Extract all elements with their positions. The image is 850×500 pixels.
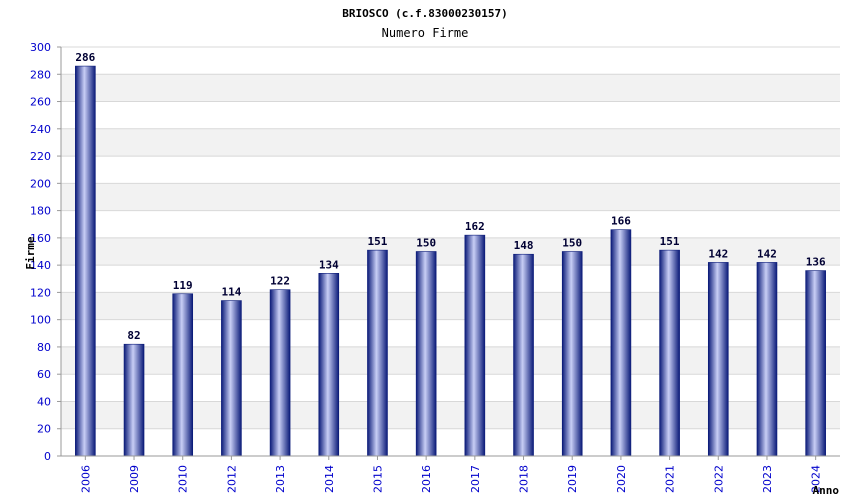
y-tick-label: 200	[30, 177, 51, 190]
grid-band	[61, 237, 840, 266]
bar	[756, 262, 778, 457]
data-label: 136	[806, 256, 826, 269]
x-tick-label: 2017	[469, 465, 482, 493]
data-label: 151	[660, 235, 680, 248]
bar	[367, 249, 388, 457]
grid-band	[61, 128, 840, 157]
y-tick-label: 120	[30, 286, 51, 299]
x-tick-label: 2024	[810, 465, 823, 493]
bar	[75, 65, 96, 457]
data-label: 122	[270, 275, 290, 288]
x-tick-label: 2015	[371, 465, 384, 493]
data-label: 82	[127, 329, 140, 342]
data-label: 286	[75, 51, 95, 64]
y-tick-label: 300	[30, 41, 51, 54]
x-tick-label: 2014	[323, 465, 336, 493]
x-axis-label: Anno	[813, 484, 840, 497]
bar	[221, 300, 242, 457]
x-tick-label: 2021	[664, 465, 677, 493]
x-tick-label: 2019	[566, 465, 579, 493]
chart-subtitle: Numero Firme	[382, 26, 469, 40]
bar	[610, 229, 632, 457]
data-label: 166	[611, 215, 631, 228]
y-tick-label: 160	[30, 232, 51, 245]
bar	[415, 251, 437, 457]
y-tick-label: 80	[37, 341, 51, 354]
x-tick-label: 2018	[518, 465, 531, 493]
y-tick-label: 40	[37, 395, 51, 408]
y-tick-label: 260	[30, 96, 51, 109]
x-tick-label: 2020	[615, 465, 628, 493]
data-label: 148	[514, 239, 534, 252]
x-tick-label: 2022	[712, 465, 725, 493]
data-label: 162	[465, 220, 485, 233]
data-label: 150	[562, 237, 582, 250]
data-labels: 286 82 119 114 122 134 151 150 162 148 150 166 151 14…	[75, 51, 826, 342]
y-tick-label: 140	[30, 259, 51, 272]
y-tick-label: 0	[44, 450, 51, 463]
bar	[805, 270, 826, 457]
data-label: 150	[416, 237, 436, 250]
x-tick-label: 2016	[420, 465, 433, 493]
data-label: 142	[757, 247, 777, 260]
data-label: 119	[173, 279, 193, 292]
bar	[172, 293, 194, 457]
x-tick-label: 2013	[274, 465, 287, 493]
x-tick-label: 2009	[128, 465, 141, 493]
y-tick-label: 20	[37, 423, 51, 436]
x-tick-label: 2012	[225, 465, 238, 493]
y-tick-label: 60	[37, 368, 51, 381]
grid-band	[61, 74, 840, 102]
x-tick-label: 2023	[761, 465, 774, 493]
y-tick-label: 280	[30, 68, 51, 81]
bar	[123, 343, 145, 457]
y-tick-label: 220	[30, 150, 51, 163]
bar	[464, 234, 486, 457]
y-tick-label: 100	[30, 314, 51, 327]
data-label: 151	[368, 235, 388, 248]
bar	[659, 249, 680, 457]
chart-title: BRIOSCO (c.f.83000230157)	[342, 7, 508, 20]
data-label: 114	[221, 286, 241, 299]
x-axis-ticks: 2006 2009 2010 2012 2013 2014 2015 2016 2017 2018…	[79, 456, 823, 493]
bar	[318, 273, 340, 457]
y-tick-label: 240	[30, 123, 51, 136]
data-label: 134	[319, 258, 339, 271]
y-tick-label: 180	[30, 205, 51, 218]
grid-band	[61, 183, 840, 211]
bar	[269, 289, 291, 457]
data-label: 142	[708, 247, 728, 260]
bar	[561, 251, 583, 457]
bar	[707, 262, 729, 457]
y-axis-label: Firme	[24, 236, 37, 269]
x-tick-label: 2006	[79, 465, 92, 493]
bar	[513, 253, 534, 457]
x-tick-label: 2010	[177, 465, 190, 493]
